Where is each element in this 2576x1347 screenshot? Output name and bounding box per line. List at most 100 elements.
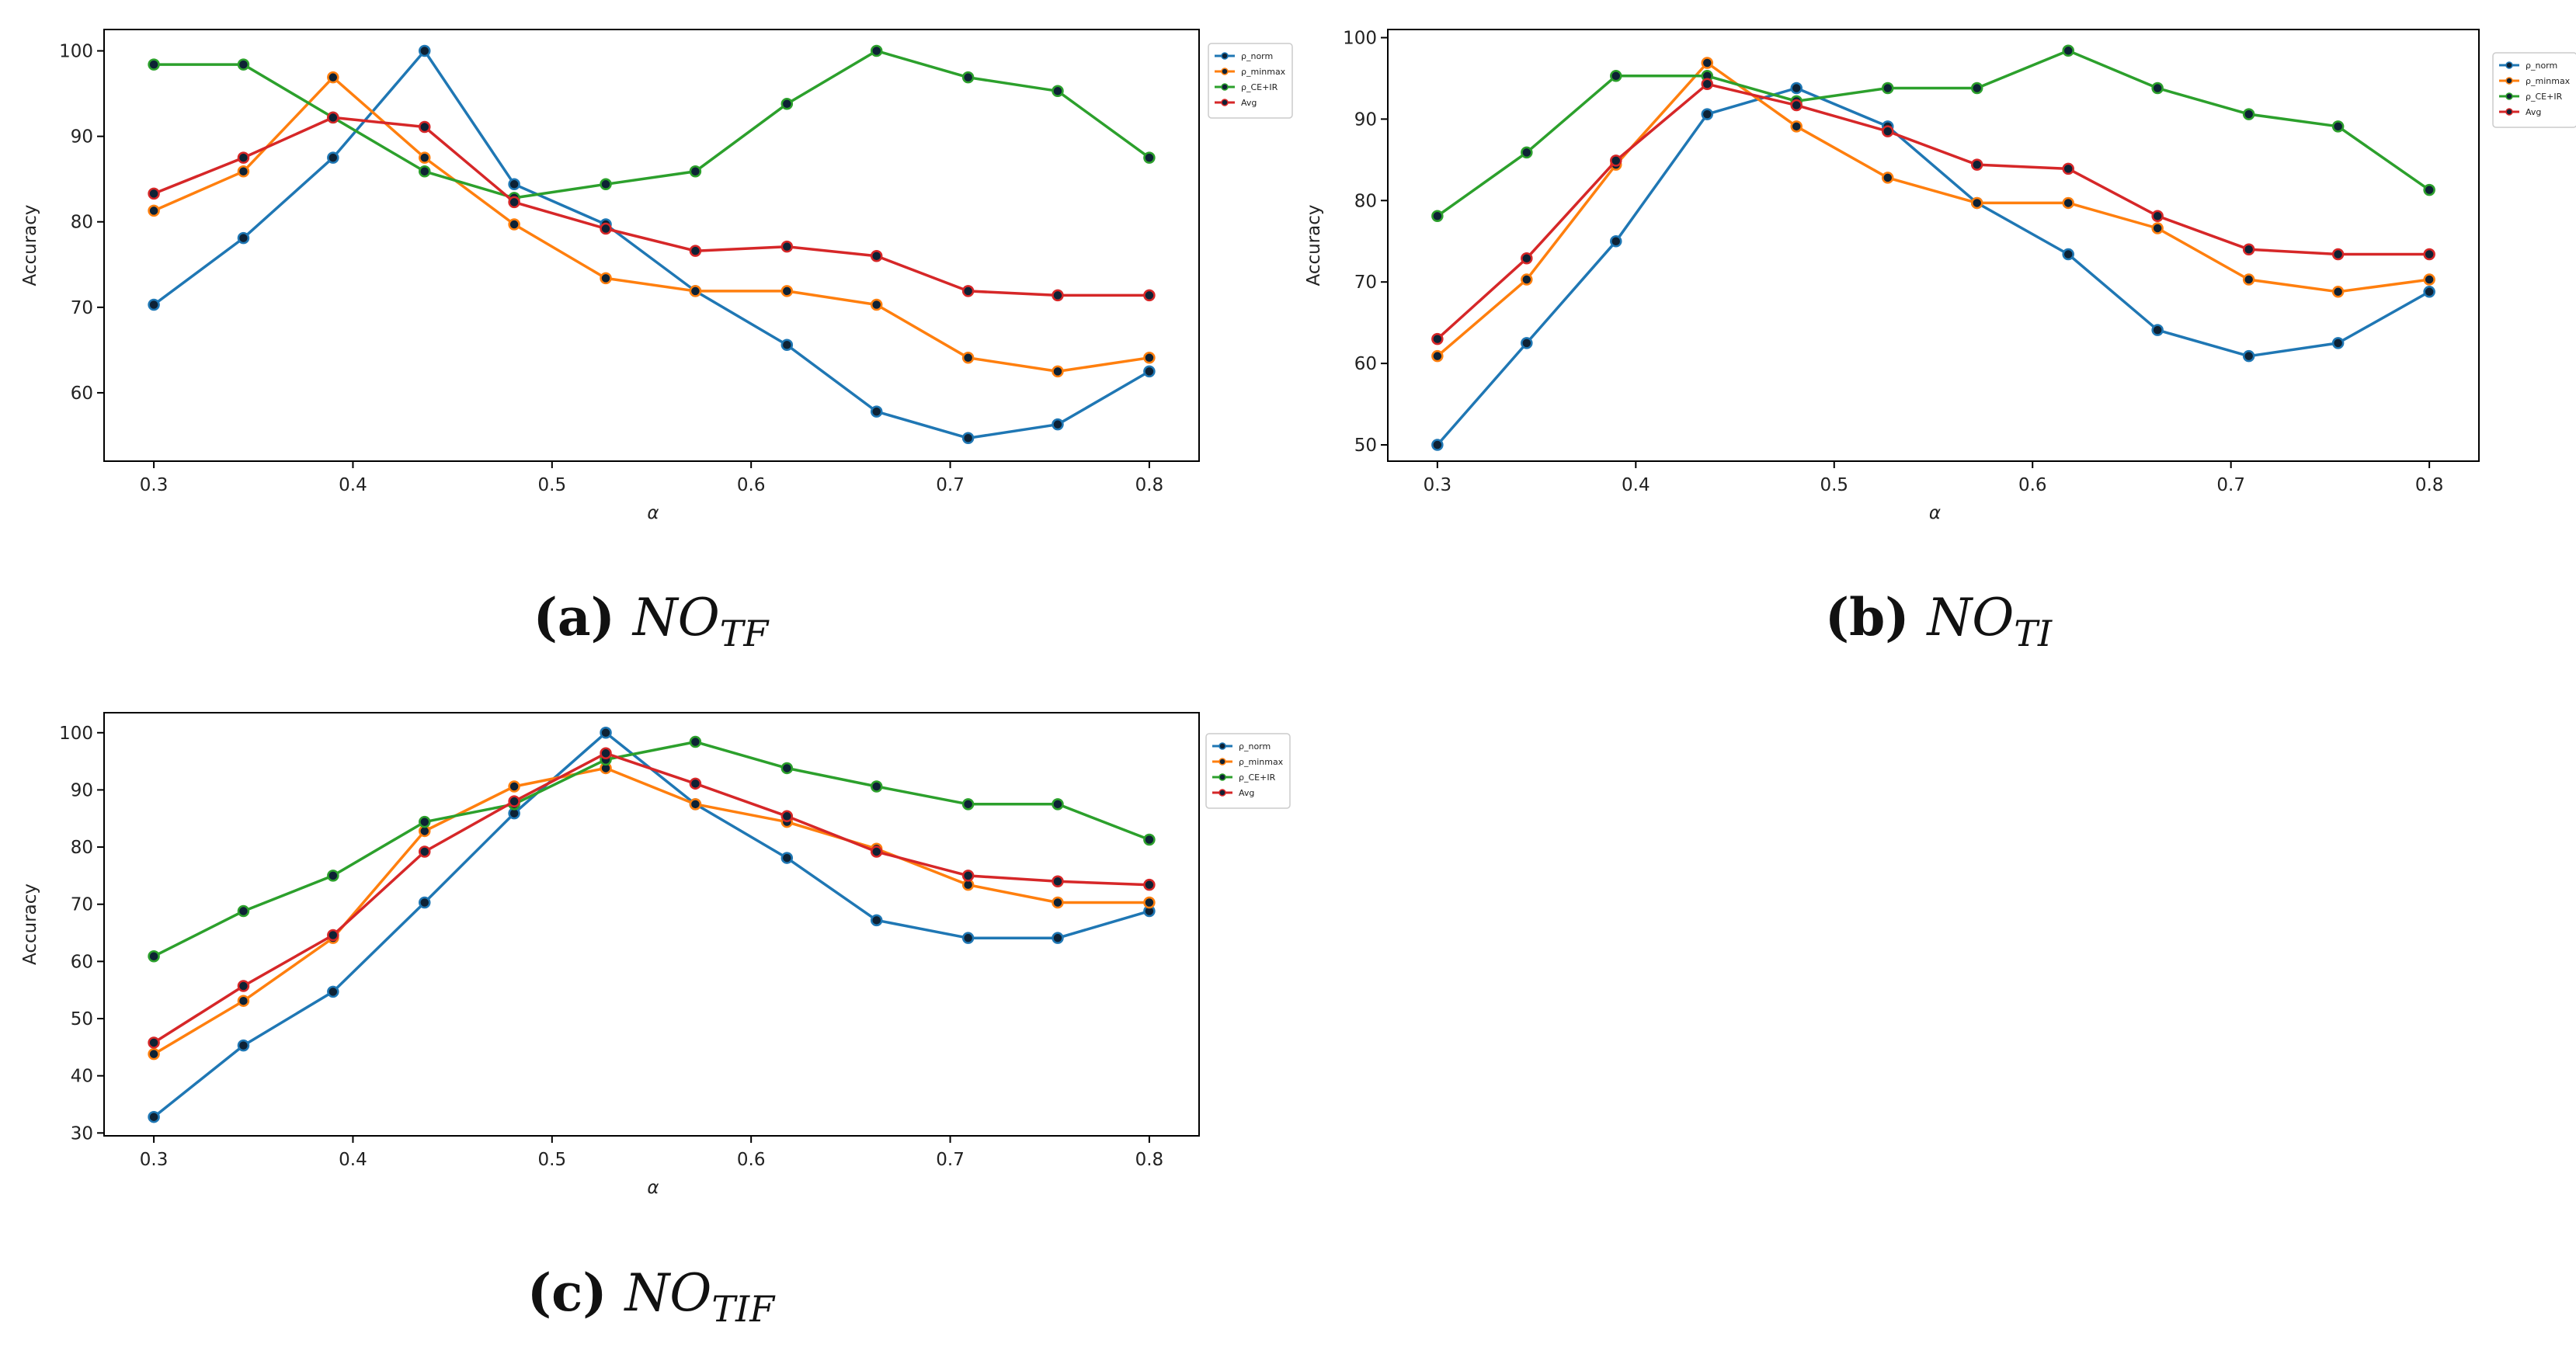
y-tick-label: 60 [71,952,93,972]
x-tick-label: 0.6 [737,1150,766,1170]
caption-label: (a) [534,587,633,647]
data-point [1701,57,1714,69]
data-point [418,151,431,164]
data-point [2062,196,2074,210]
data-point [418,165,431,178]
legend-marker [1221,52,1229,60]
data-point [1610,154,1622,167]
data-point [1052,875,1064,888]
y-axis-label: Accuracy [20,204,40,286]
data-point [780,852,794,864]
data-point [1970,82,1983,95]
data-point [237,165,250,178]
data-point [870,914,883,927]
legend-marker [1221,68,1229,75]
legend-label: ρ_norm [2526,61,2557,71]
data-point [2242,349,2255,363]
legend-frame [1205,733,1291,809]
y-tick-label: 70 [71,895,93,915]
legend-label: ρ_CE+IR [1239,772,1276,783]
x-tick-label: 0.5 [1820,475,1848,495]
x-tick-label: 0.4 [1622,475,1650,495]
data-point [1970,196,1983,210]
data-point [2423,248,2435,261]
y-tick-label: 90 [71,127,93,148]
data-point [508,795,520,807]
x-tick-label: 0.5 [538,475,567,495]
series-line-4 [153,116,1149,297]
data-point [508,196,520,209]
data-point [1143,833,1156,846]
data-point [780,98,794,110]
legend-marker [2505,61,2513,69]
data-point [1052,365,1064,378]
y-tick-label: 80 [1354,191,1377,211]
x-tick-label: 0.3 [140,1150,169,1170]
data-point [1790,99,1803,112]
data-point [1052,418,1064,431]
x-tick-label: 0.5 [538,1150,567,1170]
data-point [2062,44,2074,57]
data-point [148,204,160,217]
series-line-2 [153,75,1150,373]
y-tick-label: 80 [71,213,93,233]
legend-label: ρ_minmax [1241,67,1286,77]
data-point [1790,82,1803,95]
legend-marker [2505,108,2513,116]
data-point [1701,108,1714,120]
legend-marker [1218,742,1226,750]
data-point [2423,286,2435,298]
data-point [1970,158,1983,171]
x-tick-label: 0.8 [2415,475,2444,495]
legend-marker [2505,77,2513,85]
x-tick-label: 0.7 [936,475,965,495]
data-point [600,747,612,760]
data-point [418,845,431,858]
data-point [1143,352,1156,364]
data-point [327,870,339,882]
data-point [689,165,702,178]
data-point [148,1047,160,1061]
data-point [1881,82,1894,95]
panel-caption: (b) NOTI [1825,587,2053,654]
data-point [1610,235,1622,248]
data-point [148,58,160,71]
data-point [689,735,702,748]
data-point [2423,183,2435,196]
data-point [1431,349,1444,363]
x-tick-label: 0.3 [140,475,169,495]
x-axis-label: α [1929,503,1941,523]
data-point [2151,222,2164,234]
data-point [1052,85,1064,98]
data-point [600,727,612,739]
caption-subscript: TF [720,613,770,654]
data-point [1431,332,1444,345]
data-point [1521,252,1533,265]
series-line-4 [153,752,1149,1044]
data-point [418,44,431,57]
legend-label: Avg [2526,107,2541,117]
data-point [1881,125,1894,137]
x-tick-label: 0.3 [1424,475,1452,495]
y-axis-label: Accuracy [1304,204,1324,286]
data-point [508,218,520,231]
data-point [2331,248,2345,261]
data-point [870,44,883,57]
data-point [600,178,612,191]
data-point [780,285,794,297]
data-point [327,151,339,164]
x-tick-label: 0.4 [339,1150,367,1170]
data-point [2331,337,2345,349]
x-tick-label: 0.7 [2216,475,2245,495]
data-point [1143,365,1156,378]
y-tick-label: 70 [71,298,93,318]
y-axis-label: Accuracy [20,884,40,965]
data-point [237,1039,250,1052]
data-point [1143,896,1156,909]
data-point [689,245,702,257]
caption-letters: NO [631,588,720,647]
y-tick-label: 100 [59,42,93,62]
data-point [508,780,520,793]
data-point [148,187,160,200]
